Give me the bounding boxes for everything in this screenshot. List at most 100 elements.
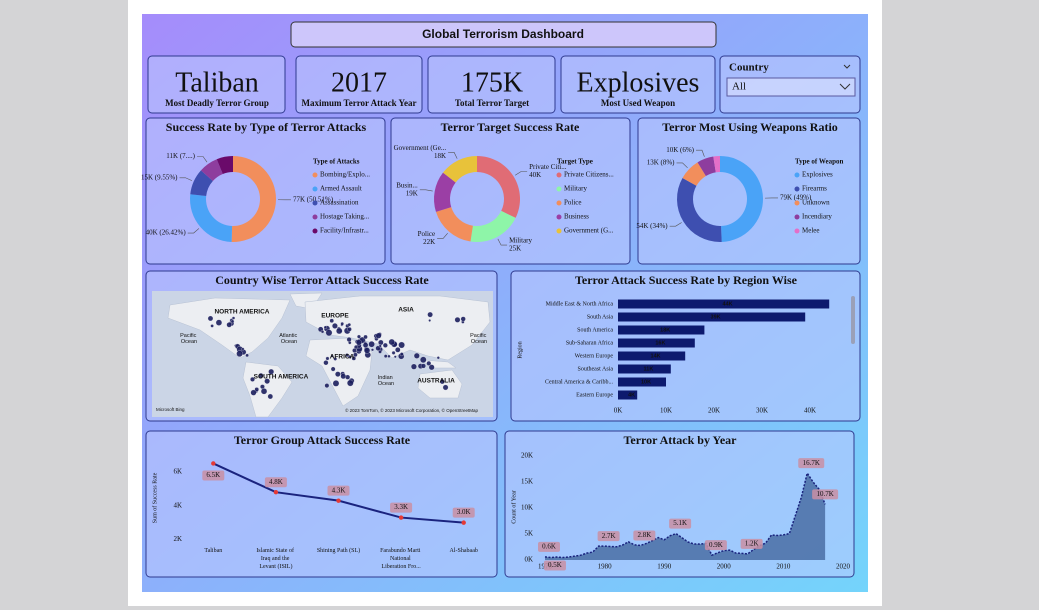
- map-dot: [231, 316, 236, 320]
- bar: [618, 312, 806, 322]
- map-dot: [391, 350, 396, 355]
- y-tick-label: 2K: [173, 535, 182, 543]
- y-tick-label: 5K: [524, 530, 533, 538]
- y-tick-label: 10K: [521, 504, 533, 512]
- legend-label: Assassination: [320, 199, 359, 207]
- bar: [618, 364, 671, 374]
- map-dot: [332, 380, 340, 387]
- y-tick-label: 6K: [173, 468, 182, 476]
- map-dot: [368, 341, 375, 348]
- chart-title: Success Rate by Type of Terror Attacks: [166, 120, 367, 134]
- dropdown-arrow[interactable]: [839, 83, 851, 90]
- map-dot: [454, 316, 461, 323]
- donut-slice: [442, 156, 477, 183]
- donut-slice: [477, 156, 520, 218]
- legend-swatch: [556, 200, 562, 206]
- data-label-bg: [669, 518, 692, 529]
- map-dot: [264, 378, 270, 385]
- x-tick-label: 10K: [660, 407, 672, 415]
- x-tick-label: 1990: [657, 563, 672, 571]
- y-axis-title: Sum of Success Rate: [151, 472, 158, 523]
- legend-swatch: [794, 186, 800, 192]
- x-tick-label: Farabundo Marti National Liberation Fro.…: [380, 548, 422, 570]
- map-dot: [347, 322, 351, 327]
- map-label: Pacific Ocean: [180, 333, 198, 345]
- data-label: 16K: [655, 340, 665, 346]
- map-dot: [355, 339, 362, 346]
- map-dot: [399, 352, 404, 357]
- data-label-name: Police: [418, 230, 436, 238]
- data-label: 0.9K: [709, 541, 723, 549]
- slicer-dropdown[interactable]: [726, 77, 856, 97]
- map-dot: [420, 363, 426, 369]
- map-dot: [351, 356, 356, 361]
- legend-title: Type of Weapon: [795, 158, 843, 166]
- data-label: 18K: [434, 152, 446, 160]
- donut-slice: [677, 177, 722, 242]
- map-dot: [250, 389, 257, 396]
- map-dot: [332, 323, 338, 329]
- kpi-label: Most Used Weapon: [601, 98, 675, 108]
- scrollbar[interactable]: [851, 296, 855, 344]
- land: [417, 369, 463, 399]
- leader-line: [497, 238, 508, 246]
- legend-swatch: [312, 228, 318, 234]
- legend-swatch: [312, 186, 318, 192]
- map-dot: [375, 332, 382, 339]
- kpi-card: [427, 55, 556, 114]
- map-dot: [347, 327, 352, 332]
- map-dot: [241, 347, 245, 351]
- data-label: 25K: [509, 245, 521, 253]
- data-label-name: Military: [509, 237, 532, 245]
- legend-label: Incendiary: [802, 213, 832, 221]
- map-dot: [428, 364, 435, 371]
- y-tick-label: Sub-Saharan Africa: [566, 339, 613, 346]
- data-label: 2.7K: [602, 532, 616, 540]
- line-marker: [461, 520, 466, 525]
- data-label: 2.8K: [637, 531, 651, 539]
- map-dot: [363, 347, 371, 354]
- legend-label: Hostage Taking...: [320, 213, 369, 221]
- map-dot: [340, 373, 347, 380]
- kpi-card: [295, 55, 423, 114]
- legend-swatch: [556, 228, 562, 234]
- map-dot: [382, 342, 388, 348]
- map-dot: [348, 341, 352, 345]
- x-tick-label: 2010: [776, 563, 791, 571]
- country-slicer[interactable]: Country All: [719, 55, 861, 114]
- x-tick-label: Shining Path (SL): [317, 547, 360, 554]
- map-dot: [357, 334, 361, 339]
- donut-slice: [470, 210, 516, 242]
- map-dot: [254, 387, 259, 392]
- data-label: 4.3K: [332, 486, 346, 494]
- map: [152, 291, 493, 418]
- map-dot: [410, 363, 417, 370]
- leader-line: [669, 222, 682, 227]
- map-dot: [267, 393, 274, 400]
- y-tick-label: 15K: [521, 478, 533, 486]
- leader-line: [437, 232, 448, 239]
- donut-slice: [682, 162, 706, 186]
- map-dot: [325, 329, 333, 337]
- bar: [618, 377, 666, 387]
- line-marker: [398, 515, 404, 520]
- map-label: Atlantic Ocean: [279, 333, 299, 345]
- legend-label: Military: [564, 185, 587, 193]
- slicer-collapse[interactable]: [843, 64, 851, 69]
- legend-label: Melee: [802, 227, 820, 235]
- map-dot: [383, 354, 388, 358]
- x-tick-label: 2000: [717, 563, 732, 571]
- land: [242, 361, 293, 418]
- x-tick-label: Taliban: [204, 548, 222, 554]
- y-tick-label: South Asia: [587, 314, 614, 320]
- leader-line: [696, 149, 705, 157]
- x-tick-label: 2020: [836, 563, 851, 571]
- data-label-name: Private Citi...: [529, 163, 567, 171]
- legend-swatch: [312, 172, 318, 178]
- data-label: 18K: [660, 327, 670, 333]
- map-dot: [324, 383, 330, 388]
- map-dot: [250, 376, 255, 382]
- leader-line: [187, 228, 200, 234]
